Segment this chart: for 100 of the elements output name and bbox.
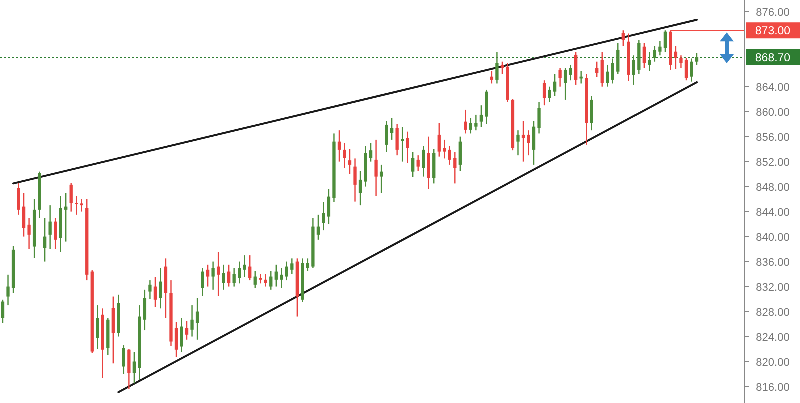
candlestick bbox=[327, 188, 331, 225]
y-tick-label: 832.00 bbox=[756, 282, 790, 294]
candlestick bbox=[616, 42, 620, 75]
y-tick-label: 876.00 bbox=[756, 6, 790, 19]
candlestick bbox=[354, 158, 357, 202]
candlestick bbox=[306, 258, 310, 272]
candlestick bbox=[564, 68, 568, 101]
candlestick bbox=[80, 198, 84, 212]
candlestick bbox=[443, 139, 446, 160]
candlestick bbox=[216, 252, 220, 297]
candlestick bbox=[22, 192, 26, 238]
candlestick bbox=[1, 299, 5, 324]
candlestick bbox=[358, 170, 362, 206]
candlestick bbox=[438, 122, 441, 158]
candlestick bbox=[348, 148, 352, 175]
ref-line-label: 873.00 bbox=[755, 26, 791, 38]
candlestick bbox=[632, 55, 636, 86]
candlestick bbox=[590, 96, 594, 132]
candlestick bbox=[600, 52, 604, 88]
candlestick bbox=[290, 258, 294, 275]
candlestick bbox=[148, 280, 152, 300]
candlestick bbox=[48, 204, 52, 250]
candlestick bbox=[516, 130, 520, 156]
candlestick bbox=[28, 217, 31, 250]
candlestick bbox=[280, 267, 284, 289]
candlestick bbox=[196, 297, 200, 340]
candlestick bbox=[569, 64, 572, 82]
candlestick bbox=[496, 52, 499, 84]
candlestick bbox=[222, 264, 226, 291]
candlestick bbox=[480, 104, 484, 128]
candlestick bbox=[154, 276, 158, 308]
candlestick bbox=[180, 317, 184, 353]
candlestick bbox=[6, 274, 10, 306]
y-tick-label: 840.00 bbox=[756, 232, 790, 244]
candlestick bbox=[648, 52, 652, 72]
candlestick bbox=[500, 61, 504, 75]
candlestick bbox=[43, 217, 47, 262]
candlestick bbox=[274, 264, 278, 288]
candlestick bbox=[228, 264, 231, 288]
candlestick bbox=[606, 64, 610, 88]
candlestick bbox=[390, 117, 394, 141]
candlestick bbox=[232, 267, 236, 288]
y-tick-label: 852.00 bbox=[756, 156, 790, 169]
candlestick bbox=[238, 261, 242, 284]
candlestick bbox=[458, 136, 462, 172]
candlestick bbox=[653, 46, 657, 62]
candlestick bbox=[553, 74, 557, 97]
candlestick bbox=[206, 264, 210, 288]
candlestick bbox=[406, 131, 410, 164]
candlestick bbox=[248, 254, 252, 282]
candlestick bbox=[190, 304, 194, 338]
candlestick bbox=[542, 80, 546, 106]
candlestick bbox=[454, 152, 457, 184]
candlestick bbox=[448, 146, 452, 166]
candlestick bbox=[538, 102, 541, 134]
candlestick bbox=[143, 289, 147, 332]
candlestick bbox=[690, 58, 694, 82]
candlestick bbox=[596, 61, 599, 78]
candlestick bbox=[17, 182, 20, 216]
candlestick bbox=[490, 70, 494, 84]
y-tick-label: 864.00 bbox=[756, 82, 790, 94]
candlestick bbox=[369, 142, 373, 162]
candlestick bbox=[622, 30, 625, 47]
candlestick bbox=[412, 152, 415, 178]
y-tick-label: 824.00 bbox=[756, 332, 790, 344]
candlestick bbox=[474, 114, 478, 132]
candlestick bbox=[664, 30, 668, 54]
candlestick bbox=[70, 182, 73, 212]
candlestick bbox=[201, 267, 204, 297]
candlestick bbox=[558, 68, 562, 88]
y-tick-label: 836.00 bbox=[756, 256, 790, 269]
candlestick bbox=[527, 130, 530, 156]
y-tick-label: 844.00 bbox=[756, 206, 790, 219]
candlestick bbox=[316, 214, 320, 241]
candlestick bbox=[285, 261, 288, 282]
candlestick bbox=[122, 344, 126, 375]
candlestick bbox=[338, 130, 342, 162]
candlestick bbox=[416, 154, 420, 172]
candlestick bbox=[270, 270, 273, 291]
candlestick bbox=[243, 254, 246, 278]
candlestick bbox=[159, 267, 162, 310]
candlestick bbox=[96, 304, 100, 350]
ref-line-label: 868.70 bbox=[755, 52, 791, 64]
candlestick bbox=[380, 164, 384, 194]
candlestick bbox=[54, 217, 58, 250]
candlestick bbox=[422, 146, 426, 178]
candlestick bbox=[385, 120, 388, 154]
candlestick bbox=[259, 274, 262, 284]
candlestick bbox=[522, 120, 526, 162]
candlestick bbox=[396, 124, 399, 156]
candlestick bbox=[611, 58, 614, 84]
candlestick bbox=[374, 139, 378, 197]
candlestick bbox=[469, 117, 472, 134]
candlestick bbox=[75, 196, 78, 216]
candlestick bbox=[174, 322, 178, 358]
y-tick-label: 848.00 bbox=[756, 182, 790, 194]
candlestick bbox=[680, 55, 683, 69]
candlestick bbox=[212, 261, 215, 291]
y-tick-label: 816.00 bbox=[756, 382, 790, 394]
y-tick-label: 820.00 bbox=[756, 356, 790, 369]
